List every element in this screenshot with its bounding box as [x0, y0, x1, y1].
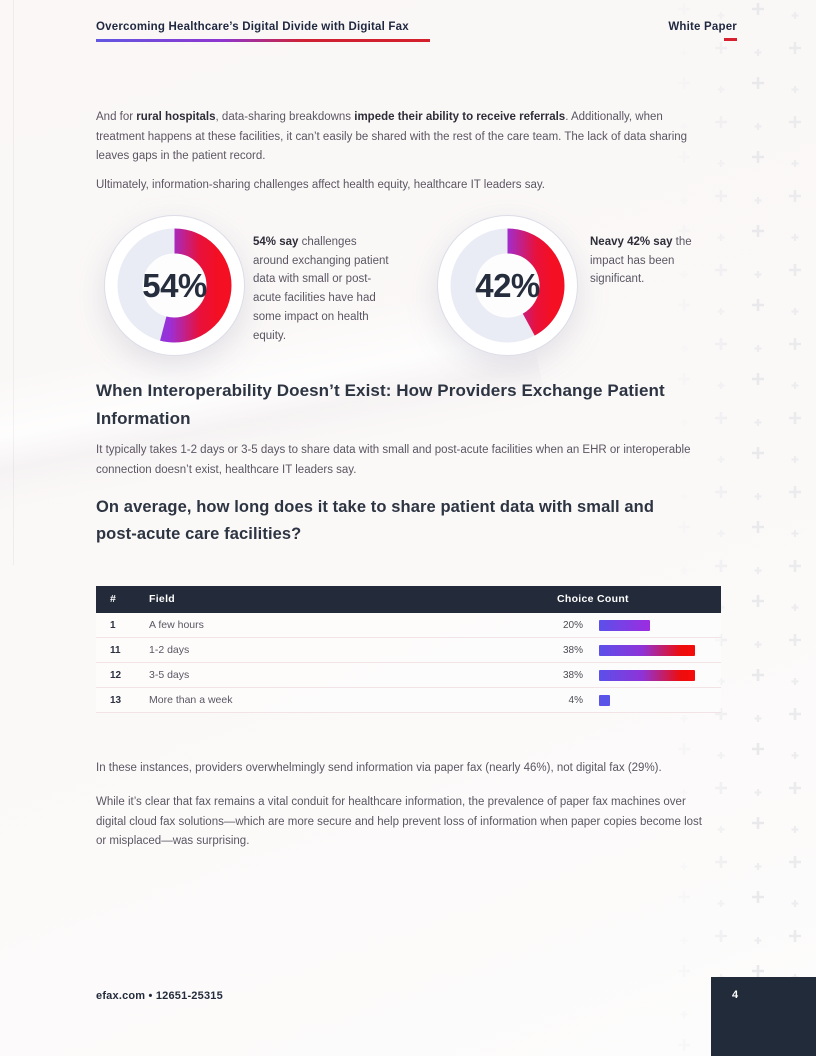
row-percent: 38%	[562, 670, 583, 681]
donut-chart-42: 42%	[437, 215, 578, 356]
table-header: # Field Choice Count	[96, 586, 721, 613]
stat-description-54: 54% say challenges around exchanging pat…	[253, 233, 395, 345]
row-percent: 38%	[562, 645, 583, 656]
text-segment: And for	[96, 111, 137, 123]
row-num: 13	[110, 695, 122, 706]
row-field: 1-2 days	[149, 644, 190, 656]
row-field: 3-5 days	[149, 669, 190, 681]
donut-hole	[476, 254, 539, 317]
bold-text-segment: rural hospitals	[136, 111, 216, 123]
donut-arc	[450, 228, 565, 343]
table-row: 12 3-5 days 38%	[96, 663, 721, 688]
page-number-box: 4	[711, 977, 816, 1056]
closing-paragraph-1: In these instances, providers overwhelmi…	[96, 762, 662, 774]
bold-text-segment: 54% say	[253, 236, 299, 248]
bold-text-segment: Neavy 42% say	[590, 236, 673, 248]
text-segment: . Additionally, when treatment happens a…	[96, 111, 688, 162]
row-bar	[599, 695, 610, 706]
donut-chart-54: 54%	[104, 215, 245, 356]
doc-type-underline	[724, 38, 737, 41]
header-underline	[96, 39, 430, 42]
row-field: A few hours	[149, 619, 204, 631]
text-segment: challenges around exchanging patient dat…	[253, 236, 389, 342]
donut-value-label: 42%	[475, 267, 540, 304]
donut-value-label: 54%	[142, 267, 207, 304]
closing-paragraph-2: While it’s clear that fax remains a vita…	[96, 796, 702, 847]
table-row: 11 1-2 days 38%	[96, 638, 721, 663]
row-percent: 4%	[568, 695, 583, 706]
donut-hole	[143, 254, 206, 317]
intro-paragraph-2: Ultimately, information-sharing challeng…	[96, 179, 545, 191]
survey-table: # Field Choice Count 1 A few hours 20% 1…	[96, 586, 721, 713]
left-edge-line	[13, 0, 14, 565]
column-header-choice-count: Choice Count	[557, 593, 629, 605]
table-row: 13 More than a week 4%	[96, 688, 721, 713]
column-header-field: Field	[149, 593, 176, 605]
row-bar	[599, 620, 650, 631]
header-title: Overcoming Healthcare’s Digital Divide w…	[96, 21, 409, 33]
question-heading: On average, how long does it take to sha…	[96, 498, 655, 543]
footer-source-label: efax.com • 12651-25315	[96, 990, 223, 1002]
row-bar	[599, 645, 695, 656]
donut-arc	[117, 228, 232, 343]
row-num: 12	[110, 670, 122, 681]
section-heading: When Interoperability Doesn’t Exist: How…	[96, 381, 665, 428]
plus-pattern-decoration	[666, 0, 816, 1056]
table-body: 1 A few hours 20% 11 1-2 days 38% 12 3-5…	[96, 613, 721, 713]
row-bar	[599, 670, 695, 681]
row-percent: 20%	[562, 620, 583, 631]
column-header-num: #	[110, 593, 117, 605]
row-num: 1	[110, 620, 116, 631]
page-number: 4	[732, 989, 739, 1001]
row-num: 11	[110, 645, 121, 656]
text-segment: the impact has been significant.	[590, 236, 692, 286]
intro-paragraph-1: And for rural hospitals, data-sharing br…	[96, 108, 710, 167]
section-paragraph: It typically takes 1-2 days or 3-5 days …	[96, 444, 691, 476]
text-segment: , data-sharing breakdowns	[215, 111, 355, 123]
row-field: More than a week	[149, 694, 233, 706]
doc-type-label: White Paper	[668, 21, 737, 33]
bold-text-segment: impede their ability to receive referral…	[354, 111, 566, 123]
stat-description-42: Neavy 42% say the impact has been signif…	[590, 233, 718, 289]
table-row: 1 A few hours 20%	[96, 613, 721, 638]
